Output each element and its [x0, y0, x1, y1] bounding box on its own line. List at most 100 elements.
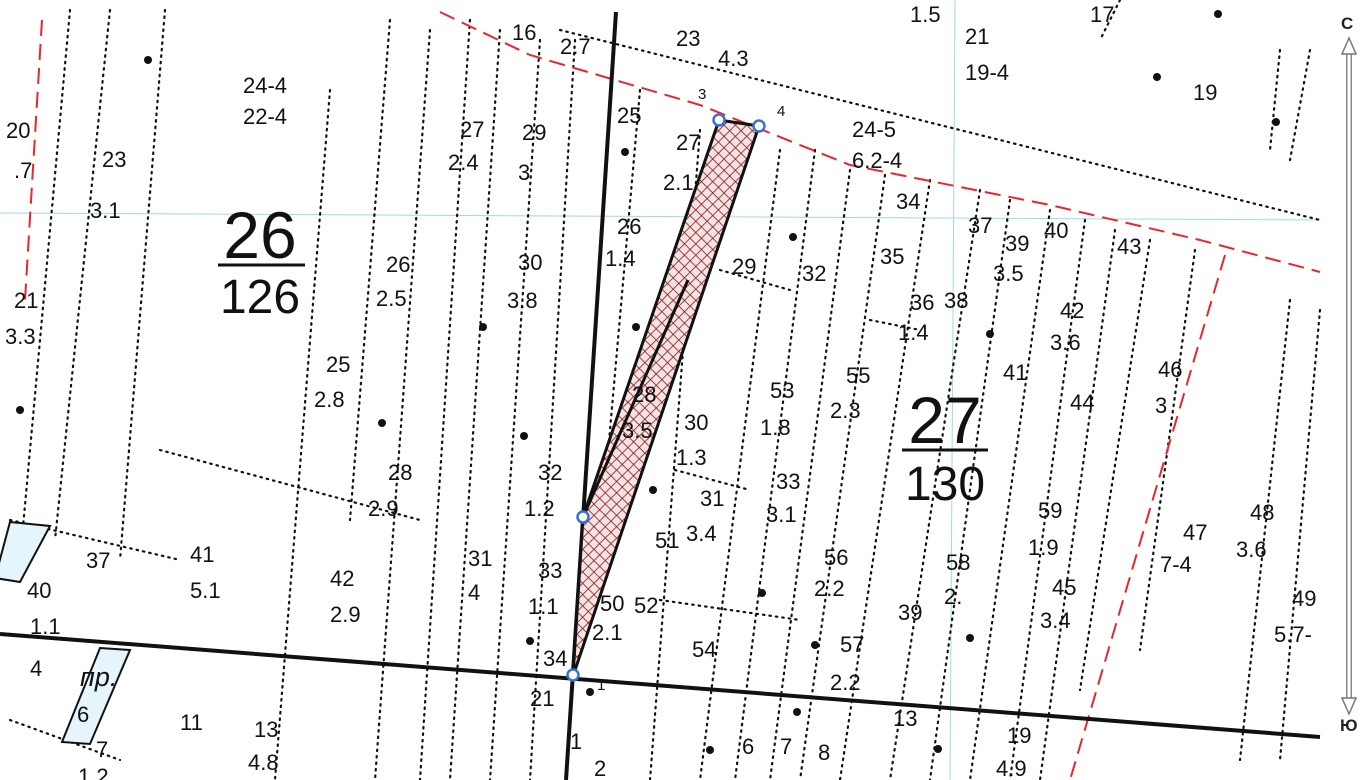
vertex-4[interactable]: [752, 119, 766, 133]
parcel-number: 36: [910, 290, 934, 315]
parcel-number: 27: [676, 130, 700, 155]
parcel-number: 32: [802, 261, 826, 286]
parcel-area: 4.8: [248, 750, 279, 775]
parcel-area: 1.9: [1028, 535, 1059, 560]
parcel-vertices[interactable]: [566, 113, 766, 682]
parcel-number: 21: [965, 24, 989, 49]
street-label: пр.: [80, 662, 117, 692]
parcel-number: 54: [692, 637, 716, 662]
parcel-boundaries: [8, 0, 1322, 780]
parcel-number: 43: [1117, 234, 1141, 259]
parcel-number: 30: [684, 410, 708, 435]
coordinate-grid: [0, 0, 1321, 780]
parcel-area: 5.1: [190, 578, 221, 603]
parcel-area: 4.9: [996, 756, 1027, 780]
parcel-number: 39: [1005, 231, 1029, 256]
parcel-number: 26: [386, 252, 410, 277]
parcel-markers: [16, 10, 1280, 754]
parcel-number: 41: [1003, 360, 1027, 385]
south-label: Ю: [1340, 716, 1358, 735]
parcel-number: 34: [896, 189, 920, 214]
vertex-label-3: 3: [698, 86, 706, 103]
parcel-number: 29: [732, 254, 756, 279]
parcel-inner-line: [581, 279, 690, 518]
parcel-number: 42: [330, 566, 354, 591]
parcel-area: 1.4: [898, 320, 929, 345]
parcel-number: 24-5: [852, 117, 896, 142]
parcel-area: 2.2: [830, 670, 861, 695]
vertex-labels: 3 4 1: [597, 86, 785, 694]
parcel-number: 40: [1044, 218, 1068, 243]
parcel-number: 41: [190, 542, 214, 567]
parcel-area: 2.8: [314, 387, 345, 412]
parcel-number: 56: [824, 545, 848, 570]
parcel-area: 2.: [944, 584, 962, 609]
parcel-number: 45: [1052, 575, 1076, 600]
parcel-area: 3.5: [993, 261, 1024, 286]
vertex-label-1: 1: [597, 677, 605, 694]
parcel-area: 2.5: [376, 286, 407, 311]
parcel-number: 1: [570, 729, 582, 754]
parcel-number: 25: [326, 352, 350, 377]
parcel-area: 2.2: [814, 576, 845, 601]
parcel-number: 38: [944, 288, 968, 313]
block-27: 27 130: [902, 383, 988, 511]
parcel-number: 40: [27, 578, 51, 603]
parcel-number: 24-4: [243, 73, 287, 98]
parcel-number: 39: [898, 600, 922, 625]
vertex-label-4: 4: [777, 103, 785, 120]
small-parcel-left: [0, 520, 52, 584]
south-arrow-icon: [1340, 697, 1358, 716]
parcel-area: 3.6: [1050, 330, 1081, 355]
parcel-area: 1.8: [760, 415, 791, 440]
parcel-number: 29: [522, 120, 546, 145]
parcel-number: 53: [770, 378, 794, 403]
north-arrow-icon: [1340, 36, 1358, 55]
parcel-number: 7: [780, 734, 792, 759]
parcel-number: 23: [102, 147, 126, 172]
block-27-area: 130: [905, 458, 985, 511]
parcel-area: 7-4: [1160, 552, 1192, 577]
parcel-number: 32: [538, 460, 562, 485]
parcel-area: 2.7: [560, 34, 591, 59]
parcel-number: 7: [96, 737, 108, 762]
parcel-area: 2.9: [330, 602, 361, 627]
parcel-area: 2.4: [448, 150, 479, 175]
parcel-number: 30: [518, 250, 542, 275]
parcel-number: 58: [946, 550, 970, 575]
parcel-area: 3.4: [686, 521, 717, 546]
parcel-number: 44: [1070, 390, 1094, 415]
parcel-area: 19-4: [965, 60, 1009, 85]
parcel-number: 57: [840, 632, 864, 657]
vertex-3[interactable]: [712, 113, 726, 127]
parcel-area: .7: [14, 158, 32, 183]
parcel-number: 28: [632, 382, 656, 407]
parcel-number: 47: [1183, 520, 1207, 545]
north-south-scale[interactable]: [1340, 36, 1358, 716]
parcel-labels: 24-4 22-4 16 2.7 23 4.3 21 19-4 1.5 17 1…: [5, 2, 1316, 780]
parcel-number: 27: [460, 117, 484, 142]
parcel-area: 3: [518, 160, 530, 185]
parcel-number: 52: [634, 593, 658, 618]
parcel-number: 20: [6, 118, 30, 143]
parcel-area: 2.9: [368, 496, 399, 521]
parcel-number: 21: [14, 288, 38, 313]
parcel-number: 42: [1060, 298, 1084, 323]
north-label: С: [1341, 14, 1354, 33]
parcel-number: 37: [968, 213, 992, 238]
vertex-mid[interactable]: [576, 510, 590, 524]
parcel-number: 23: [676, 26, 700, 51]
vertex-1[interactable]: [566, 668, 580, 682]
parcel-area: 3.6: [1236, 537, 1267, 562]
parcel-area: 3.4: [1040, 608, 1071, 633]
parcel-number: 31: [700, 486, 724, 511]
parcel-number: 19: [1007, 723, 1031, 748]
parcel-area: 22-4: [243, 104, 287, 129]
block-26-area: 126: [220, 271, 300, 324]
parcel-area: 1.1: [30, 614, 61, 639]
parcel-area: 1.2: [524, 496, 555, 521]
parcel-area: 4.3: [718, 46, 749, 71]
parcel-area: 3.1: [766, 502, 797, 527]
parcel-number: 55: [846, 363, 870, 388]
